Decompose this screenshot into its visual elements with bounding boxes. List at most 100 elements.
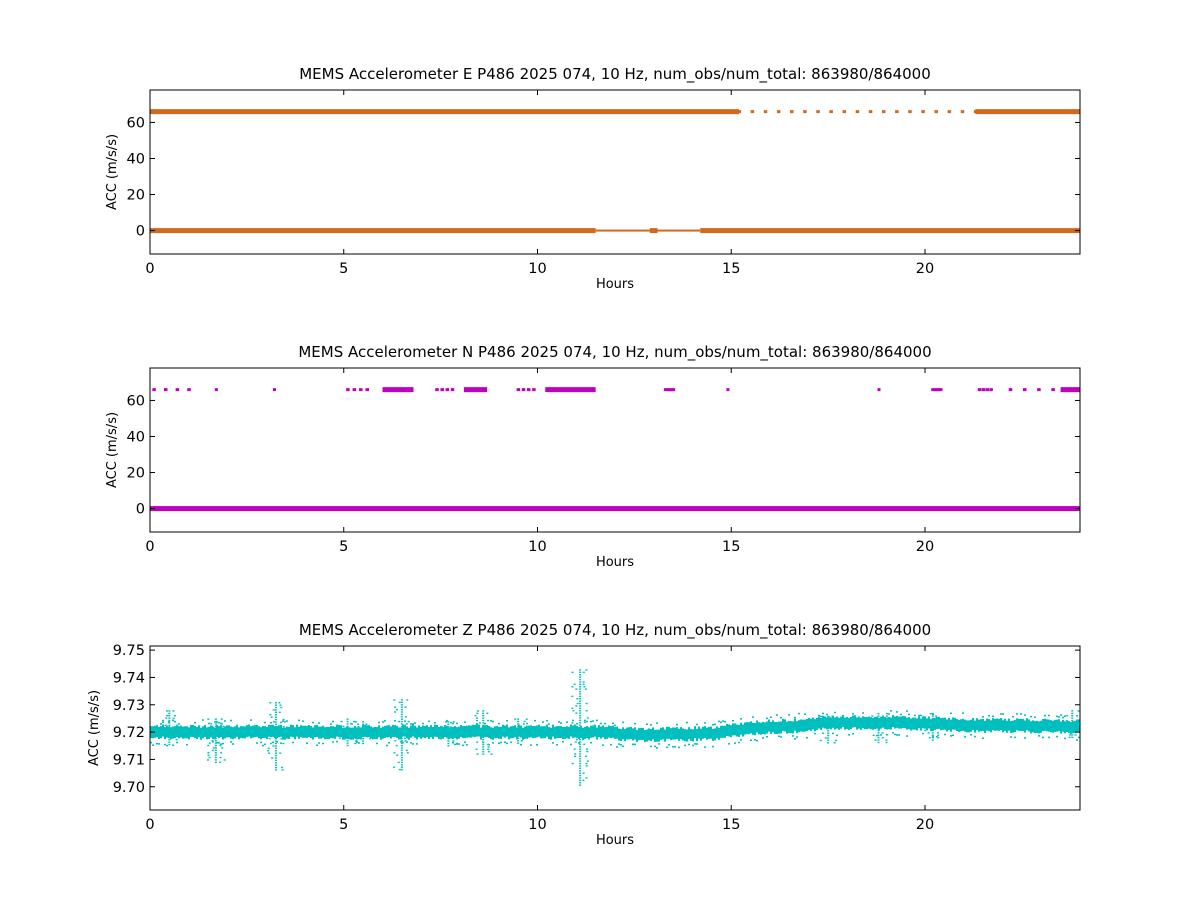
band-point bbox=[776, 714, 778, 716]
spike-6 bbox=[439, 721, 459, 747]
spike-point bbox=[877, 727, 880, 729]
spike-point bbox=[447, 725, 450, 728]
spike-point bbox=[400, 735, 403, 737]
band-column bbox=[434, 724, 436, 737]
band-point bbox=[822, 712, 824, 715]
point bbox=[868, 110, 873, 114]
spike-point bbox=[579, 681, 582, 683]
spike-point bbox=[269, 702, 272, 704]
band-column bbox=[584, 726, 586, 739]
spike-point bbox=[274, 711, 277, 714]
band-column bbox=[994, 718, 996, 731]
spike-point bbox=[582, 683, 585, 686]
band-column bbox=[290, 724, 292, 737]
band-column bbox=[298, 726, 300, 739]
spike-point bbox=[571, 686, 574, 688]
band-column bbox=[530, 725, 532, 738]
spike-point bbox=[885, 712, 888, 715]
spike-point bbox=[579, 777, 582, 779]
spike-point bbox=[270, 716, 273, 718]
band-column bbox=[596, 727, 598, 740]
band-column bbox=[1050, 720, 1052, 733]
band-point bbox=[536, 744, 538, 746]
band-point bbox=[740, 739, 742, 741]
band-point bbox=[1038, 735, 1040, 737]
spike-point bbox=[490, 731, 493, 734]
spike-point bbox=[886, 717, 889, 720]
band-column bbox=[950, 719, 952, 732]
spike-point bbox=[517, 735, 520, 737]
band-column bbox=[590, 725, 592, 738]
band-column bbox=[836, 716, 838, 729]
band-point bbox=[230, 719, 232, 722]
spike-point bbox=[452, 740, 455, 742]
spike-point bbox=[447, 745, 450, 747]
band-point bbox=[454, 743, 456, 746]
point bbox=[352, 388, 357, 392]
spike-point bbox=[406, 752, 409, 754]
band-point bbox=[770, 716, 772, 718]
spike-point bbox=[406, 699, 409, 701]
spike-point bbox=[522, 723, 525, 725]
band-point bbox=[456, 722, 458, 725]
spike-point bbox=[937, 734, 940, 736]
band-column bbox=[1054, 719, 1056, 732]
band-point bbox=[1062, 716, 1064, 719]
spike-point bbox=[931, 732, 934, 734]
marks-group bbox=[150, 387, 1080, 512]
spike-point bbox=[394, 740, 397, 742]
spike-point bbox=[214, 761, 217, 764]
band-column bbox=[410, 725, 412, 738]
spike-point bbox=[585, 777, 588, 779]
band-column bbox=[562, 726, 564, 739]
band-point bbox=[1048, 714, 1050, 717]
band-point bbox=[492, 742, 494, 744]
band-column bbox=[484, 725, 486, 738]
band-column bbox=[594, 724, 596, 737]
band-column bbox=[868, 716, 870, 729]
band-column bbox=[998, 718, 1000, 731]
spike-point bbox=[343, 735, 346, 737]
spike-point bbox=[482, 741, 485, 743]
band-column bbox=[488, 725, 490, 738]
band-column bbox=[874, 716, 876, 729]
spike-point bbox=[931, 722, 934, 724]
band-column bbox=[536, 725, 538, 738]
point bbox=[666, 388, 670, 392]
x-tick-label-15: 15 bbox=[722, 539, 740, 555]
spike-point bbox=[517, 737, 520, 740]
band-column bbox=[1020, 718, 1022, 731]
band-column bbox=[932, 718, 934, 731]
point bbox=[164, 388, 168, 392]
band-column bbox=[396, 725, 398, 738]
point bbox=[152, 388, 156, 392]
band-column bbox=[240, 726, 242, 739]
spike-point bbox=[583, 719, 586, 722]
spike-point bbox=[220, 718, 223, 720]
band-column bbox=[496, 726, 498, 739]
point bbox=[829, 110, 833, 114]
band-column bbox=[1012, 720, 1014, 733]
spike-point bbox=[219, 761, 222, 764]
band-column bbox=[1066, 720, 1068, 733]
subplot-e: MEMS Accelerometer E P486 2025 074, 10 H… bbox=[105, 65, 1081, 292]
band-column bbox=[614, 726, 616, 739]
band-column bbox=[472, 724, 474, 737]
band-column bbox=[896, 715, 898, 728]
band-column bbox=[606, 726, 608, 739]
band-point bbox=[788, 714, 790, 716]
band-point bbox=[658, 743, 660, 745]
band-column bbox=[850, 716, 852, 730]
band-column bbox=[702, 726, 704, 739]
spike-point bbox=[585, 755, 588, 758]
point bbox=[908, 110, 912, 114]
spike-point bbox=[827, 737, 830, 739]
band-column bbox=[756, 720, 758, 733]
band-column bbox=[1042, 719, 1044, 732]
band-column bbox=[588, 727, 590, 740]
spike-point bbox=[833, 718, 836, 720]
spike-4 bbox=[354, 721, 373, 745]
band-column bbox=[478, 724, 480, 737]
spike-point bbox=[827, 718, 830, 720]
spike-point bbox=[877, 722, 880, 724]
